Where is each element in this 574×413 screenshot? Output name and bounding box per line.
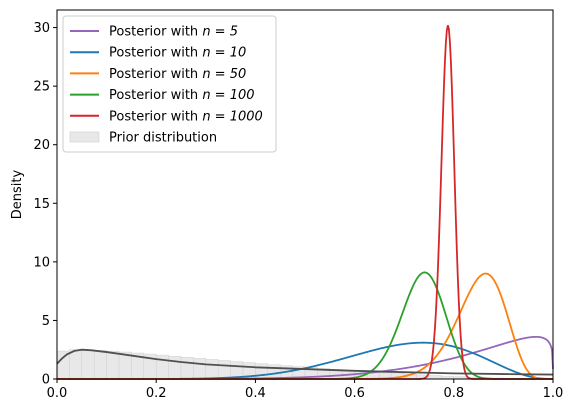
x-tick-label: 1.0 [543, 386, 564, 401]
prior-hist-bar [56, 350, 70, 380]
y-tick-label: 30 [33, 21, 50, 36]
legend-label: Posterior with n = 1000 [109, 109, 263, 124]
prior-hist-bar [193, 358, 207, 380]
legend-swatch-prior [69, 131, 100, 143]
legend-label: Posterior with n = 100 [109, 88, 255, 103]
plot-frame [56, 9, 554, 380]
prior-hist-bar [180, 357, 194, 380]
prior-hist-bar [217, 360, 231, 380]
legend: Posterior with n = 5 Posterior with n = 1… [62, 15, 277, 153]
y-axis: 0 5 10 15 20 25 30 [33, 21, 57, 388]
x-axis: 0.0 0.2 0.4 0.6 0.8 1.0 [47, 379, 564, 401]
y-tick-label: 20 [33, 138, 50, 153]
y-tick-label: 0 [42, 373, 50, 388]
y-tick-label: 25 [33, 80, 50, 95]
y-tick-label: 15 [33, 197, 50, 212]
y-axis-label: Density [10, 169, 25, 219]
legend-label: Posterior with n = 10 [109, 46, 246, 61]
prior-hist-bar [81, 349, 95, 380]
prior-hist-bar [205, 359, 219, 380]
prior-hist-bar [168, 355, 182, 380]
legend-label: Posterior with n = 50 [109, 67, 246, 82]
x-tick-label: 0.4 [245, 386, 266, 401]
prior-hist-bar [428, 375, 442, 380]
legend-label: Posterior with n = 5 [109, 25, 238, 40]
y-tick-label: 5 [42, 314, 50, 329]
x-tick-label: 0.0 [47, 386, 68, 401]
prior-hist-bar [255, 363, 269, 380]
prior-hist-bar [267, 364, 281, 380]
prior-hist-bar [69, 349, 83, 380]
x-tick-label: 0.6 [344, 386, 365, 401]
prior-hist-bar [93, 350, 107, 380]
x-tick-label: 0.2 [146, 386, 167, 401]
x-tick-label: 0.8 [443, 386, 464, 401]
prior-kde-line [56, 348, 554, 376]
prior-hist-bar [106, 350, 120, 380]
y-tick-label: 10 [33, 255, 50, 270]
legend-label: Prior distribution [109, 131, 217, 146]
legend-box [62, 15, 277, 153]
